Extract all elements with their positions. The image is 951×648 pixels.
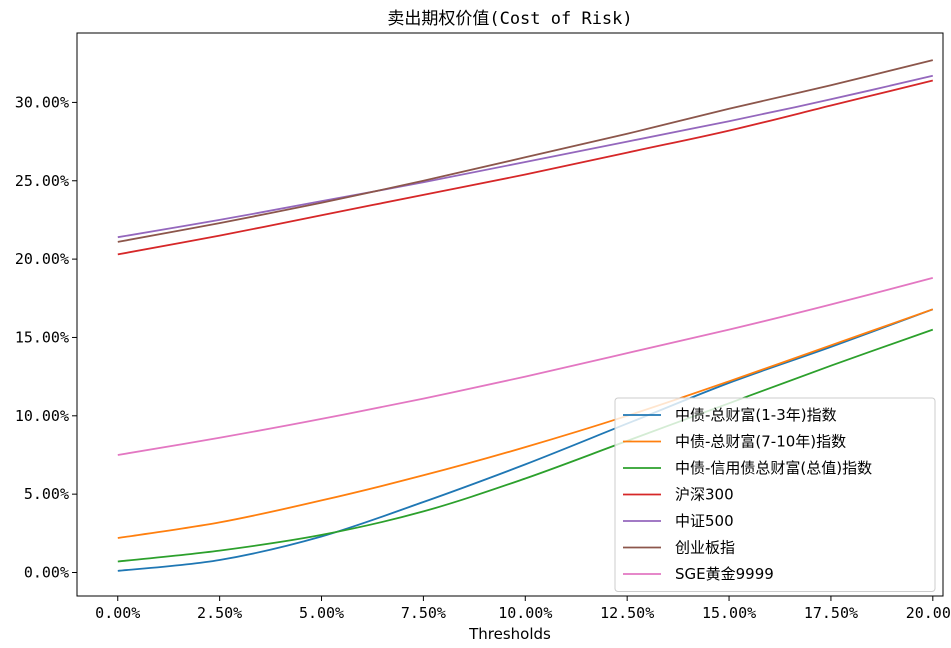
plot-area (76, 32, 944, 597)
legend-label: 沪深300 (675, 486, 734, 504)
x-tick-label: 5.00% (299, 604, 344, 622)
x-tick-label: 0.00% (95, 604, 140, 622)
x-tick-label: 17.50% (804, 604, 858, 622)
legend-label: 创业板指 (675, 539, 735, 557)
legend-label: SGE黄金9999 (675, 565, 774, 583)
x-tick-label: 20.00% (906, 604, 951, 622)
series-lines (117, 59, 934, 572)
series-line-1 (117, 308, 934, 572)
y-tick-label: 30.00% (15, 93, 69, 111)
x-axis: 0.00% 2.50% 5.00% 7.50% 10.00% 12.50% 15.00% 17… (95, 596, 951, 622)
legend-label: 中债-总财富(7-10年)指数 (675, 433, 846, 451)
legend-label: 中债-信用债总财富(总值)指数 (675, 459, 872, 477)
x-tick-label: 12.50% (600, 604, 654, 622)
y-tick-label: 5.00% (24, 485, 69, 503)
series-line-4 (117, 79, 934, 256)
series-line-6 (117, 59, 934, 243)
y-tick-label: 25.00% (15, 172, 69, 190)
series-line-5 (117, 74, 934, 239)
legend-box (614, 397, 936, 592)
series-line-3 (117, 328, 934, 563)
y-tick-label: 0.00% (24, 563, 69, 581)
x-tick-label: 15.00% (702, 604, 756, 622)
x-axis-label: Thresholds (468, 625, 551, 643)
legend: 中债-总财富(1-3年)指数中债-总财富(7-10年)指数中债-信用债总财富(总… (614, 397, 936, 592)
series-line-2 (117, 308, 934, 539)
legend-label: 中证500 (675, 512, 734, 530)
y-tick-label: 10.00% (15, 407, 69, 425)
y-axis: 0.00% 5.00% 10.00% 15.00% 20.00% 25.00% 30.00% (15, 93, 77, 581)
y-tick-label: 20.00% (15, 250, 69, 268)
x-tick-label: 2.50% (197, 604, 242, 622)
x-tick-label: 7.50% (401, 604, 446, 622)
y-tick-label: 15.00% (15, 328, 69, 346)
chart-title: 卖出期权价值(Cost of Risk) (387, 9, 632, 29)
legend-label: 中债-总财富(1-3年)指数 (675, 406, 837, 424)
x-tick-label: 10.00% (498, 604, 552, 622)
series-line-7 (117, 277, 934, 456)
